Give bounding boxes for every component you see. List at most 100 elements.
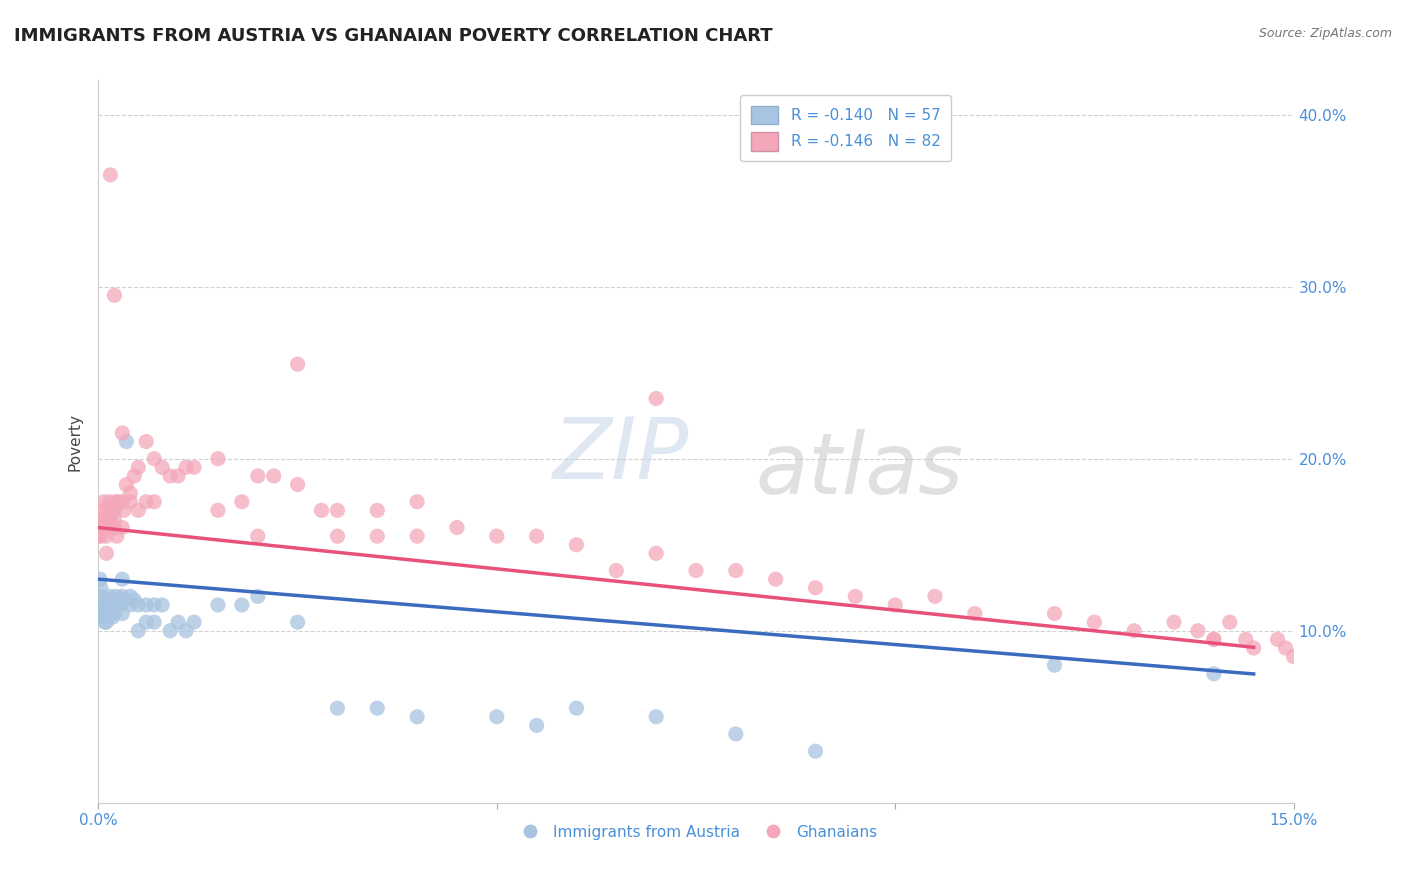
Point [127, 624, 149, 638]
Point [446, 520, 468, 534]
Point [183, 460, 205, 475]
Point [485, 710, 508, 724]
Point [97, 610, 120, 624]
Point [115, 434, 138, 449]
Point [127, 460, 149, 475]
Point [105, 598, 128, 612]
Point [135, 434, 157, 449]
Point [97, 598, 120, 612]
Point [93, 494, 115, 508]
Point [96, 529, 118, 543]
Point [127, 503, 149, 517]
Point [1202, 666, 1225, 681]
Text: IMMIGRANTS FROM AUSTRIA VS GHANAIAN POVERTY CORRELATION CHART: IMMIGRANTS FROM AUSTRIA VS GHANAIAN POVE… [14, 27, 773, 45]
Point [605, 564, 627, 578]
Point [287, 477, 309, 491]
Text: ZIP: ZIP [553, 415, 689, 498]
Point [326, 701, 349, 715]
Point [89, 529, 111, 543]
Point [526, 718, 548, 732]
Point [143, 494, 166, 508]
Point [104, 494, 127, 508]
Legend: Immigrants from Austria, Ghanaians: Immigrants from Austria, Ghanaians [509, 819, 883, 846]
Point [101, 610, 124, 624]
Point [104, 590, 127, 604]
Point [103, 512, 125, 526]
Point [924, 590, 946, 604]
Point [98, 590, 121, 604]
Text: atlas: atlas [756, 429, 963, 512]
Point [143, 451, 166, 466]
Point [366, 529, 388, 543]
Point [96, 546, 118, 560]
Point [231, 494, 253, 508]
Point [1163, 615, 1185, 630]
Point [287, 615, 309, 630]
Point [844, 590, 866, 604]
Point [111, 590, 134, 604]
Point [97, 512, 120, 526]
Point [111, 572, 134, 586]
Point [94, 520, 117, 534]
Point [111, 494, 134, 508]
Point [89, 512, 111, 526]
Point [150, 598, 173, 612]
Point [98, 598, 122, 612]
Point [326, 529, 349, 543]
Point [108, 598, 131, 612]
Point [90, 512, 112, 526]
Point [526, 529, 548, 543]
Point [207, 451, 229, 466]
Point [183, 615, 205, 630]
Y-axis label: Poverty: Poverty [67, 412, 83, 471]
Point [724, 564, 747, 578]
Point [263, 469, 285, 483]
Point [246, 529, 269, 543]
Point [311, 503, 333, 517]
Point [143, 598, 166, 612]
Point [1187, 624, 1209, 638]
Point [1123, 624, 1146, 638]
Point [111, 607, 134, 621]
Point [111, 425, 134, 440]
Point [366, 701, 388, 715]
Point [167, 615, 190, 630]
Point [96, 615, 118, 630]
Point [135, 598, 157, 612]
Point [406, 710, 429, 724]
Point [91, 598, 114, 612]
Text: Source: ZipAtlas.com: Source: ZipAtlas.com [1258, 27, 1392, 40]
Point [804, 744, 827, 758]
Point [174, 460, 197, 475]
Point [143, 615, 166, 630]
Point [485, 529, 508, 543]
Point [1243, 640, 1265, 655]
Point [91, 607, 114, 621]
Point [98, 168, 122, 182]
Point [94, 512, 117, 526]
Point [91, 520, 114, 534]
Point [1267, 632, 1289, 647]
Point [98, 512, 122, 526]
Point [645, 392, 668, 406]
Point [326, 503, 349, 517]
Point [105, 529, 128, 543]
Point [1202, 632, 1225, 647]
Point [103, 520, 125, 534]
Point [174, 624, 197, 638]
Point [103, 607, 125, 621]
Point [103, 503, 125, 517]
Point [167, 469, 190, 483]
Point [120, 494, 142, 508]
Point [93, 610, 115, 624]
Point [565, 701, 588, 715]
Point [884, 598, 907, 612]
Point [207, 598, 229, 612]
Point [645, 546, 668, 560]
Point [135, 494, 157, 508]
Point [97, 503, 120, 517]
Point [765, 572, 787, 586]
Point [103, 288, 125, 302]
Point [685, 564, 707, 578]
Point [159, 624, 181, 638]
